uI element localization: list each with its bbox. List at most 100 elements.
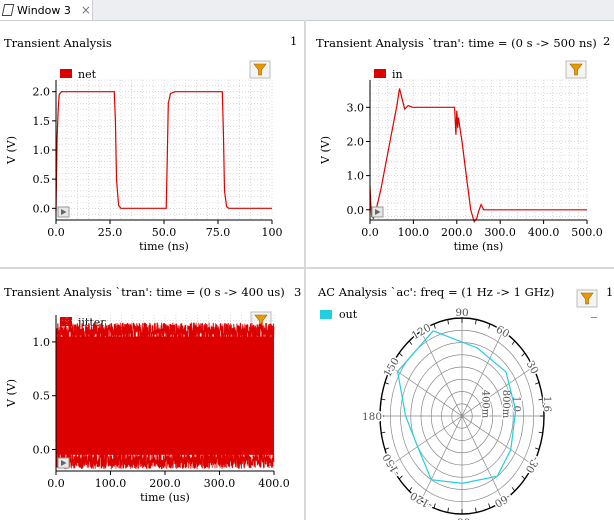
legend-swatch [320,310,332,319]
angle-label: 150 [382,356,402,379]
filter-button-3[interactable] [576,289,598,308]
close-icon[interactable]: × [80,3,91,17]
angle-label: 60 [494,323,512,340]
x-axis-label: time (us) [140,491,190,504]
panel-number: 2 [603,34,610,48]
series-line [396,330,517,485]
play-button-2[interactable] [57,457,70,469]
pane-divider-horizontal[interactable] [0,267,614,269]
y-tick-label: 0.0 [347,204,365,217]
polar-tick [433,503,436,509]
polar-tick [408,487,413,492]
y-tick-label: 1.0 [33,144,51,157]
filter-button-0[interactable] [249,60,271,79]
angle-label: -60 [492,491,513,510]
legend-label: net [78,68,97,81]
polar-tick [390,462,395,466]
y-tick-label: 1.0 [347,170,365,183]
polar-tick [398,352,403,357]
play-button-1[interactable] [371,206,384,218]
radius-label: 1.6 [541,396,552,412]
filter-icon [569,63,583,76]
y-tick-label: 1.5 [33,115,51,128]
polar-tick [538,431,543,434]
polar-tick [408,340,413,345]
polar-tick [538,398,543,401]
polar-tick [384,382,389,385]
chart-title: Transient Analysis `tran': time = (0 s -… [316,36,597,50]
angle-label: -90 [454,517,471,520]
y-tick-label: 0.5 [33,390,51,403]
polar-tick [447,319,449,325]
polar-tick [390,366,395,370]
play-button-0[interactable] [57,206,70,218]
polar-spoke [390,366,534,466]
polar-tick [475,507,477,513]
polar-tick [447,507,449,513]
legend-label: in [392,68,403,81]
polar-tick [521,475,526,480]
tab-label: Window 3 [17,3,71,17]
series-line [55,91,272,212]
polar-tick [433,323,436,329]
polar-tick [521,352,526,357]
y-axis-label: V (V) [5,379,18,408]
series-fill [56,336,274,455]
y-tick-label: 2.0 [347,135,365,148]
panel-number: 1 [606,285,613,299]
legend-swatch [374,69,386,78]
x-tick-label: 200.0 [441,226,473,239]
x-tick-label: 300.0 [484,226,516,239]
filter-button-1[interactable] [565,60,587,79]
x-tick-label: 0.0 [47,226,65,239]
play-icon [61,209,67,215]
x-tick-label: 400.0 [528,226,560,239]
y-tick-label: 0.0 [33,443,51,456]
angle-label: -120 [408,489,434,511]
polar-tick [398,475,403,480]
polar-tick [475,319,477,325]
polar-tick [535,382,540,385]
tab-window-3[interactable]: Window 3 × [0,0,93,20]
polar-tick [488,323,491,329]
window-icon [1,4,15,16]
angle-label: 180 [362,411,382,423]
angle-label: -30 [523,454,542,475]
x-tick-label: 50.0 [152,226,177,239]
polar-tick [420,496,424,502]
x-tick-label: 100 [262,226,283,239]
x-axis-label: time (ns) [139,240,189,253]
filter-icon [253,63,267,76]
x-tick-label: 300.0 [204,477,236,490]
series-line [369,88,587,224]
y-tick-label: 3.0 [347,101,365,114]
x-tick-label: 75.0 [206,226,231,239]
x-tick-label: 100.0 [95,477,127,490]
x-tick-label: 200.0 [149,477,181,490]
y-axis-label: V (V) [319,136,332,165]
y-tick-label: 2.0 [33,86,51,99]
plot-area: Transient Analysis 1 net 0.0 25.0 50.0 75.0 100… [0,20,614,520]
x-axis-label: time (ns) [454,240,504,253]
y-tick-label: 0.5 [33,173,51,186]
chart-title: Transient Analysis [4,36,112,50]
legend-label: out [339,308,358,321]
y-tick-label: 1.0 [33,336,51,349]
polar-tick [529,366,534,370]
series-noise-top [55,322,275,340]
polar-tick [511,487,516,492]
legend-swatch [60,69,72,78]
angle-label: -150 [381,451,403,477]
y-axis-label: V (V) [5,136,18,165]
polar-tick [535,447,540,450]
tab-bar: Window 3 × [0,0,614,21]
chart-title: AC Analysis `ac': freq = (1 Hz -> 1 GHz) [317,285,554,299]
play-icon [61,460,67,466]
polar-tick [529,462,534,466]
pane-divider-vertical[interactable] [304,20,306,520]
x-tick-label: 0.0 [47,477,65,490]
x-tick-label: 400.0 [258,477,290,490]
polar-tick [500,330,504,336]
polar-tick [381,431,386,434]
play-icon [375,209,381,215]
